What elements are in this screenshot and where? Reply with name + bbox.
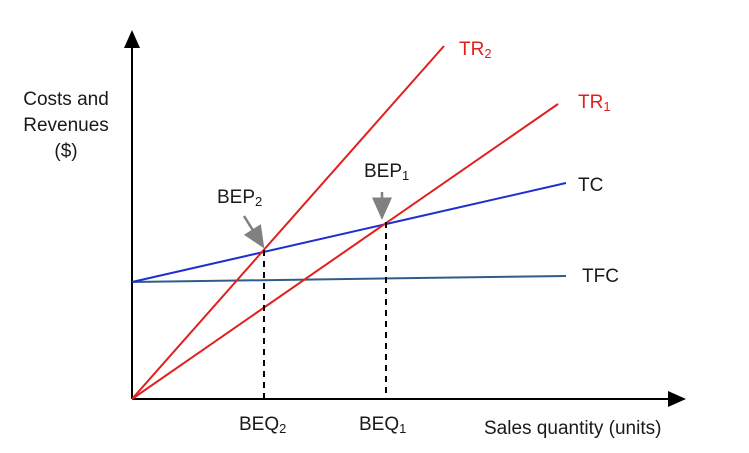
tr2-label: TR2	[459, 39, 492, 61]
x-axis-label: Sales quantity (units)	[484, 418, 661, 439]
y-axis-label-line-1: Costs and	[23, 89, 109, 110]
tr1-line	[131, 103, 559, 400]
tr2-line	[131, 45, 445, 400]
y-axis-label-line-3: ($)	[54, 141, 77, 162]
y-axis-label-line-2: Revenues	[23, 115, 109, 136]
bep1-label: BEP1	[364, 161, 409, 183]
beq2-label: BEQ2	[239, 414, 286, 436]
tc-label: TC	[578, 175, 603, 196]
tfc-label: TFC	[582, 266, 619, 287]
bep2-label: BEP2	[217, 187, 262, 209]
tfc-line	[131, 275, 567, 283]
bep2-pointer-arrow	[242, 215, 265, 249]
tr1-label: TR1	[578, 92, 611, 114]
tc-line	[131, 182, 567, 283]
beq1-label: BEQ1	[359, 414, 406, 436]
